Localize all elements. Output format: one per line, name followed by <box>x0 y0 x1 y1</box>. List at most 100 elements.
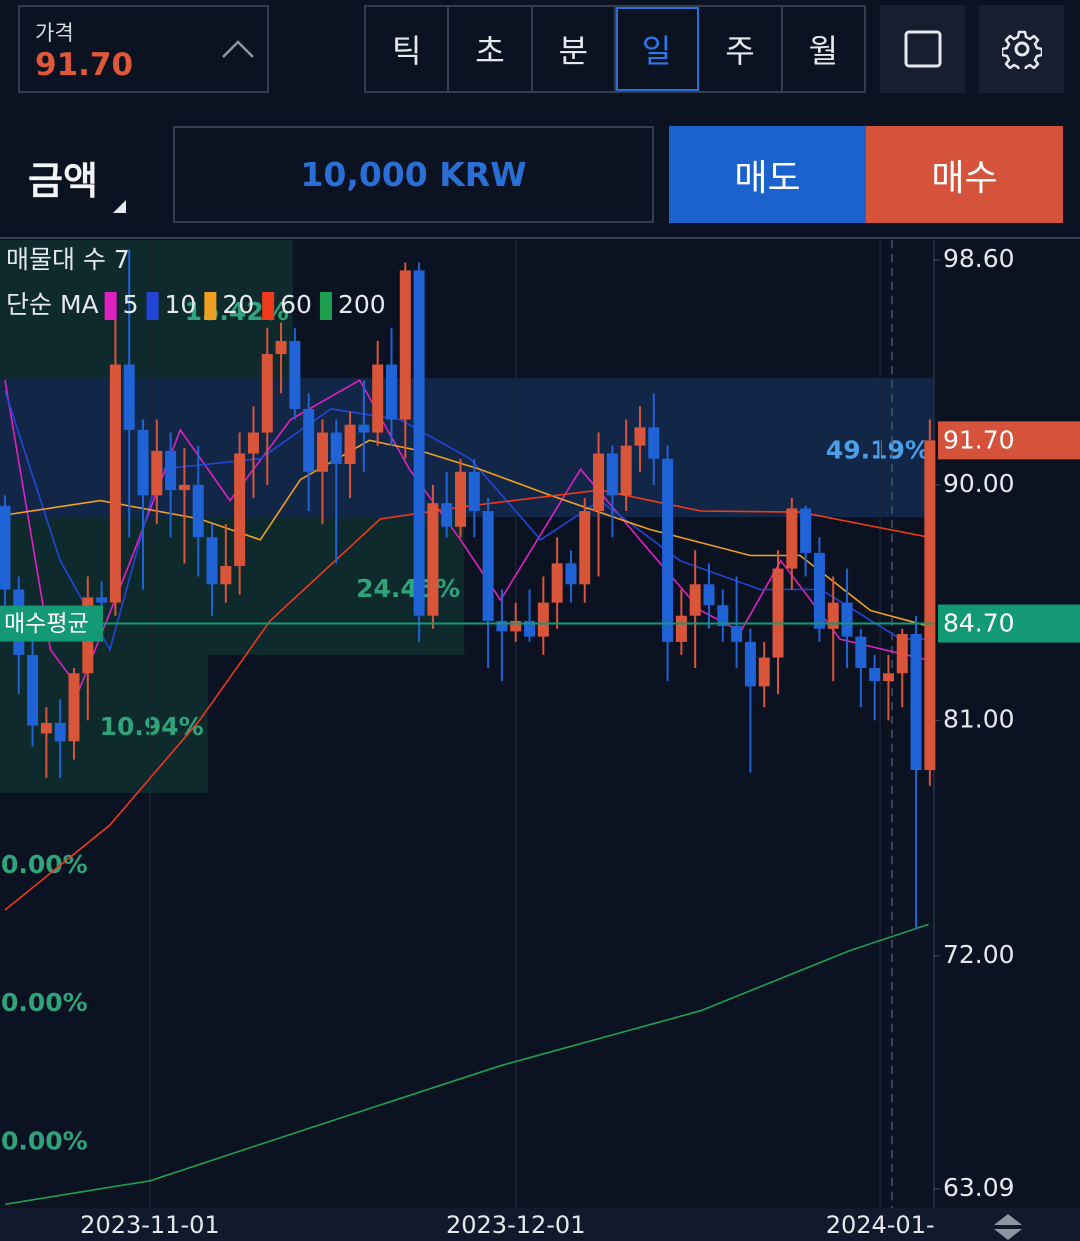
legend-swatch <box>262 292 275 320</box>
y-tick-label: 81.00 <box>943 704 1015 733</box>
candle-body <box>247 432 259 454</box>
y-tick-label: 63.09 <box>943 1173 1015 1202</box>
legend-entry: 60 <box>280 290 312 319</box>
candle-body <box>399 270 411 420</box>
candle-body <box>468 471 480 512</box>
candle-body <box>800 508 812 553</box>
candle-body <box>675 615 687 642</box>
scroll-icon <box>994 1214 1022 1240</box>
y-tick-label: 90.00 <box>943 469 1015 498</box>
candle-body <box>68 673 80 742</box>
candle-body <box>96 597 108 603</box>
interval-tab[interactable]: 틱 <box>366 7 450 91</box>
volume-band <box>0 517 465 655</box>
amount-input[interactable]: 10,000 KRW <box>173 126 654 223</box>
ma-line <box>4 489 929 911</box>
candle-body <box>151 450 163 496</box>
legend-swatch <box>319 292 332 320</box>
candle-body <box>579 511 591 585</box>
volume-band <box>0 378 934 518</box>
volume-label: 0.00% <box>1 1127 88 1156</box>
settings-button[interactable] <box>979 5 1064 93</box>
interval-tab[interactable]: 일 <box>615 7 700 91</box>
dropdown-triangle <box>113 200 126 213</box>
candle-body <box>82 597 94 674</box>
candle-body <box>330 432 342 464</box>
candle-body <box>178 484 190 491</box>
y-tick-label: 72.00 <box>943 940 1015 969</box>
gear-icon <box>1001 30 1042 69</box>
candle-body <box>606 453 618 496</box>
price-box[interactable]: 가격 91.70 <box>18 5 269 93</box>
candle-body <box>289 340 301 410</box>
candle-body <box>40 722 52 734</box>
candle-body <box>372 364 384 433</box>
candle-body <box>275 340 287 355</box>
buy-button[interactable]: 매수 <box>866 126 1063 223</box>
candle-body <box>455 471 467 527</box>
x-tick-label: 2024-01- <box>826 1211 935 1239</box>
candle-body <box>896 634 908 674</box>
candle-body <box>344 424 356 464</box>
candle-body <box>882 673 894 682</box>
volume-band <box>0 654 208 794</box>
layout-button[interactable] <box>880 5 965 93</box>
candle-body <box>910 634 922 771</box>
candle-body <box>813 552 825 629</box>
price-tag-label: 84.70 <box>943 609 1015 638</box>
candle-body <box>261 354 273 433</box>
price-tag-label: 91.70 <box>943 425 1015 454</box>
amount-label: 금액 <box>28 159 98 203</box>
price-line-name: 매수평균 <box>4 611 89 637</box>
volume-label: 0.00% <box>1 988 88 1017</box>
volume-band <box>0 240 293 379</box>
volume-label: 49.19% <box>826 436 930 465</box>
volume-label: 0.00% <box>1 850 88 879</box>
candle-body <box>220 565 232 585</box>
legend-swatch <box>146 292 159 320</box>
price-line-tag <box>0 605 103 642</box>
candle-body <box>137 429 149 496</box>
candle-body <box>192 484 204 538</box>
candle-body <box>689 584 701 616</box>
interval-tab[interactable]: 주 <box>699 7 783 91</box>
candle-body <box>385 364 397 420</box>
candle-body <box>358 424 370 433</box>
interval-tab[interactable]: 분 <box>533 7 616 91</box>
candle-body <box>593 453 605 512</box>
legend-entry: 20 <box>222 290 254 319</box>
x-axis-strip <box>0 1208 1080 1241</box>
candle-body <box>427 503 439 616</box>
candle-body <box>620 445 632 496</box>
candle-body <box>662 458 674 642</box>
square-icon <box>904 30 941 68</box>
candle-body <box>0 505 11 590</box>
volume-label: 10.94% <box>100 712 204 741</box>
x-label-clip <box>934 1208 1080 1241</box>
sell-button[interactable]: 매도 <box>669 126 866 223</box>
interval-tab[interactable]: 초 <box>449 7 533 91</box>
candle-body <box>758 657 770 687</box>
price-tag <box>938 421 1080 460</box>
candle-body <box>551 563 563 603</box>
interval-tab[interactable]: 월 <box>808 32 839 70</box>
candle-body <box>27 654 39 726</box>
candle-body <box>510 620 522 632</box>
ma-line <box>4 923 929 1206</box>
candle-body <box>717 605 729 627</box>
candle-body <box>234 453 246 566</box>
candle-body <box>13 589 25 655</box>
candle-body <box>924 440 936 771</box>
price-label: 가격 <box>35 21 74 45</box>
candle-body <box>703 584 715 606</box>
candle-body <box>827 602 839 629</box>
candle-body <box>648 427 660 459</box>
candle-body <box>524 620 536 637</box>
candle-body <box>303 409 315 472</box>
volume-label: 24.45% <box>356 574 460 603</box>
candle-body <box>537 602 549 637</box>
legend-swatch <box>204 292 217 320</box>
legend-label: 단순 MA <box>6 290 99 319</box>
